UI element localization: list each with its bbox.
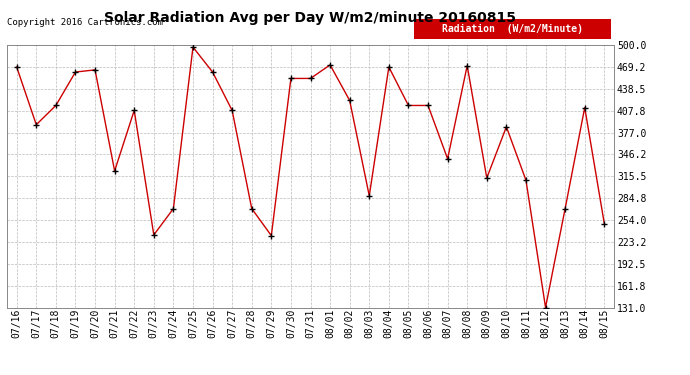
Text: Radiation  (W/m2/Minute): Radiation (W/m2/Minute): [442, 24, 583, 34]
Text: Solar Radiation Avg per Day W/m2/minute 20160815: Solar Radiation Avg per Day W/m2/minute …: [104, 11, 517, 25]
Text: Copyright 2016 Cartronics.com: Copyright 2016 Cartronics.com: [7, 18, 163, 27]
